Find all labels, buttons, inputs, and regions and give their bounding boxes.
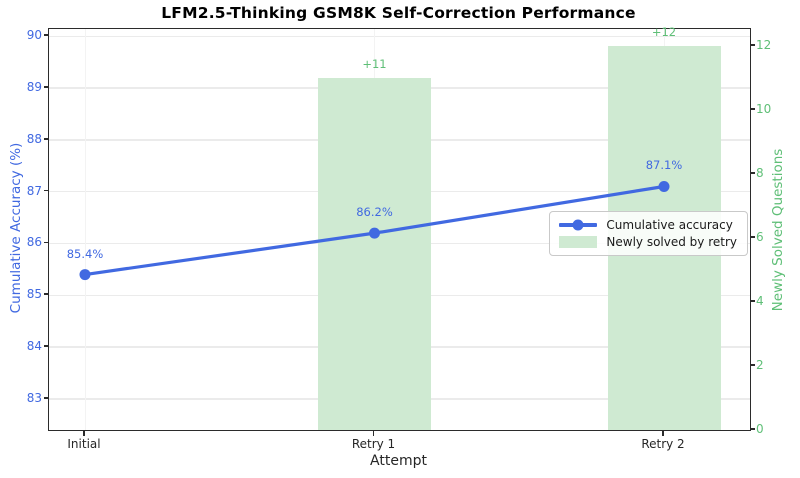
bar-delta-label: +12	[651, 24, 677, 39]
right-axis-tick-label: 2	[756, 357, 764, 372]
x-axis-tick-label: Retry 1	[351, 437, 396, 451]
right-axis-tick-mark	[750, 428, 755, 430]
right-axis-tick-mark	[750, 300, 755, 302]
left-axis-tick-mark	[43, 241, 48, 244]
data-point-marker	[79, 269, 91, 281]
left-axis-tick-mark	[43, 293, 48, 296]
legend-item-cumulative-accuracy: Cumulative accuracy	[559, 218, 737, 232]
gridline-vertical	[84, 29, 86, 430]
right-axis-tick-label: 4	[756, 293, 764, 308]
legend-marker-dot-icon	[572, 219, 584, 231]
data-point-marker	[658, 180, 670, 192]
right-axis-tick-mark	[750, 236, 755, 238]
x-axis-tick-label: Retry 2	[641, 437, 685, 451]
accuracy-value-label: 87.1%	[645, 158, 683, 173]
right-axis-tick-label: 10	[756, 101, 772, 116]
left-axis-tick-label: 87	[26, 183, 42, 198]
left-axis-tick-label: 88	[26, 131, 42, 146]
gridline-horizontal	[49, 35, 750, 37]
x-axis-tick-mark	[83, 430, 85, 436]
left-axis-tick-mark	[43, 86, 48, 88]
left-axis-tick-label: 84	[26, 339, 42, 354]
left-axis-tick-mark	[43, 189, 48, 192]
legend-line-marker-swatch	[559, 219, 598, 231]
accuracy-value-label: 85.4%	[66, 246, 104, 261]
newly-solved-bar	[318, 77, 431, 430]
left-axis-tick-label: 83	[26, 390, 42, 405]
accuracy-line-series	[79, 180, 670, 281]
right-axis-tick-mark	[750, 108, 755, 110]
legend-item-newly-solved: Newly solved by retry	[559, 235, 737, 249]
legend-label-cumulative-accuracy: Cumulative accuracy	[606, 218, 733, 232]
legend-bar-swatch	[559, 236, 598, 248]
left-axis-tick-mark	[43, 34, 48, 37]
right-axis-tick-mark	[750, 172, 755, 174]
right-axis-tick-label: 12	[756, 37, 772, 52]
left-axis-tick-label: 89	[26, 80, 42, 95]
right-axis-tick-mark	[750, 364, 755, 366]
left-axis-tick-mark	[43, 397, 48, 399]
right-y-axis-title: Newly Solved Questions	[770, 148, 786, 312]
x-axis-tick-mark	[662, 430, 664, 436]
right-axis-tick-mark	[750, 44, 755, 46]
right-axis-tick-label: 6	[756, 229, 764, 244]
x-axis-tick-mark	[372, 430, 375, 436]
left-y-axis-title: Cumulative Accuracy (%)	[8, 142, 24, 314]
legend: Cumulative accuracy Newly solved by retr…	[549, 211, 748, 256]
x-axis-title: Attempt	[370, 453, 427, 469]
data-point-marker	[369, 227, 380, 239]
chart-title: LFM2.5-Thinking GSM8K Self-Correction Pe…	[161, 4, 636, 22]
bar-delta-label: +11	[362, 56, 387, 71]
left-axis-tick-mark	[43, 345, 48, 347]
x-axis-tick-label: Initial	[67, 437, 101, 451]
plot-area: 85.4% 86.2% 87.1% +11 +12 Cumulative accurac…	[48, 24, 751, 431]
legend-label-newly-solved: Newly solved by retry	[606, 235, 737, 249]
left-axis-tick-label: 86	[26, 235, 42, 250]
left-axis-tick-mark	[43, 138, 48, 140]
right-axis-tick-label: 8	[756, 165, 764, 180]
left-axis-tick-label: 85	[26, 287, 42, 302]
left-axis-tick-label: 90	[26, 28, 42, 43]
accuracy-value-label: 86.2%	[356, 205, 393, 220]
right-axis-tick-label: 0	[756, 422, 764, 436]
